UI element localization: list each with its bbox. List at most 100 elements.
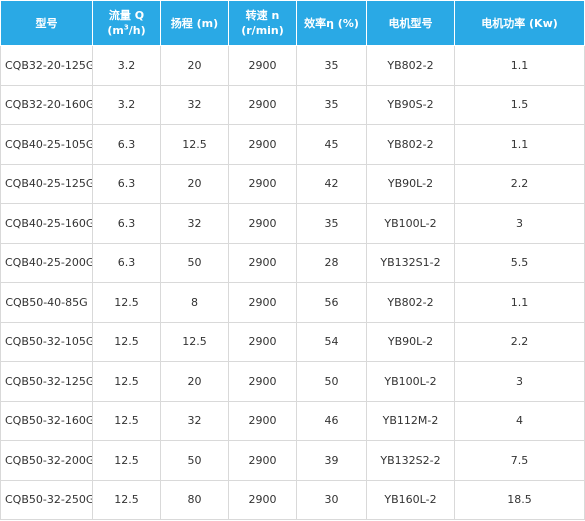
table-row: CQB40-25-160G 6.3 32 2900 35 YB100L-2 3 [0, 203, 585, 244]
cell-motor-model: YB160L-2 [366, 479, 455, 520]
header-row: 型号 流量 Q (m3/h) 扬程 (m) 转速 n (r/min) 效率η (… [0, 0, 585, 46]
cell-motor-power: 1.5 [454, 84, 585, 125]
cell-head: 32 [160, 400, 229, 441]
cell-efficiency: 56 [296, 282, 367, 323]
cell-flow: 6.3 [92, 163, 161, 204]
cell-flow: 12.5 [92, 321, 161, 362]
table-row: CQB50-32-125G 12.5 20 2900 50 YB100L-2 3 [0, 361, 585, 402]
cell-speed: 2900 [228, 479, 297, 520]
cell-flow: 6.3 [92, 203, 161, 244]
cell-model: CQB50-32-250G [0, 479, 93, 520]
cell-model: CQB40-25-160G [0, 203, 93, 244]
cell-motor-power: 1.1 [454, 45, 585, 86]
cell-motor-power: 3 [454, 203, 585, 244]
cell-speed: 2900 [228, 321, 297, 362]
cell-head: 12.5 [160, 321, 229, 362]
cell-head: 8 [160, 282, 229, 323]
cell-speed: 2900 [228, 361, 297, 402]
cell-motor-power: 2.2 [454, 321, 585, 362]
cell-efficiency: 39 [296, 440, 367, 481]
cell-motor-model: YB90L-2 [366, 321, 455, 362]
cell-model: CQB40-25-105G [0, 124, 93, 165]
cell-flow: 12.5 [92, 440, 161, 481]
table-row: CQB32-20-125G 3.2 20 2900 35 YB802-2 1.1 [0, 45, 585, 86]
cell-efficiency: 35 [296, 203, 367, 244]
cell-head: 80 [160, 479, 229, 520]
cell-motor-model: YB132S2-2 [366, 440, 455, 481]
cell-speed: 2900 [228, 45, 297, 86]
cell-motor-model: YB100L-2 [366, 203, 455, 244]
cell-model: CQB50-40-85G [0, 282, 93, 323]
cell-model: CQB50-32-160G [0, 400, 93, 441]
cell-motor-model: YB90S-2 [366, 84, 455, 125]
cell-efficiency: 45 [296, 124, 367, 165]
cell-speed: 2900 [228, 282, 297, 323]
table-row: CQB40-25-105G 6.3 12.5 2900 45 YB802-2 1.1 [0, 124, 585, 165]
cell-efficiency: 30 [296, 479, 367, 520]
cell-efficiency: 28 [296, 242, 367, 283]
header-model: 型号 [0, 0, 93, 46]
cell-model: CQB50-32-105G [0, 321, 93, 362]
cell-motor-model: YB132S1-2 [366, 242, 455, 283]
cell-speed: 2900 [228, 163, 297, 204]
cell-speed: 2900 [228, 242, 297, 283]
cell-motor-power: 3 [454, 361, 585, 402]
table-row: CQB50-32-250G 12.5 80 2900 30 YB160L-2 18.5 [0, 479, 585, 520]
table-row: CQB50-32-105G 12.5 12.5 2900 54 YB90L-2 2.2 [0, 321, 585, 362]
cell-model: CQB50-32-125G [0, 361, 93, 402]
cell-head: 50 [160, 440, 229, 481]
cell-motor-model: YB802-2 [366, 124, 455, 165]
cell-efficiency: 54 [296, 321, 367, 362]
cell-speed: 2900 [228, 124, 297, 165]
header-efficiency: 效率η (%) [296, 0, 367, 46]
cell-speed: 2900 [228, 400, 297, 441]
cell-motor-model: YB802-2 [366, 45, 455, 86]
cell-motor-power: 1.1 [454, 282, 585, 323]
cell-head: 20 [160, 361, 229, 402]
cell-head: 32 [160, 203, 229, 244]
cell-speed: 2900 [228, 84, 297, 125]
cell-flow: 12.5 [92, 479, 161, 520]
cell-model: CQB40-25-200G [0, 242, 93, 283]
cell-efficiency: 46 [296, 400, 367, 441]
cell-head: 20 [160, 45, 229, 86]
cell-flow: 6.3 [92, 124, 161, 165]
cell-motor-model: YB90L-2 [366, 163, 455, 204]
cell-motor-power: 2.2 [454, 163, 585, 204]
cell-motor-power: 5.5 [454, 242, 585, 283]
cell-head: 12.5 [160, 124, 229, 165]
table-row: CQB50-40-85G 12.5 8 2900 56 YB802-2 1.1 [0, 282, 585, 323]
cell-model: CQB40-25-125G [0, 163, 93, 204]
header-speed: 转速 n (r/min) [228, 0, 297, 46]
table-header: 型号 流量 Q (m3/h) 扬程 (m) 转速 n (r/min) 效率η (… [0, 0, 585, 46]
cell-motor-power: 4 [454, 400, 585, 441]
cell-motor-model: YB112M-2 [366, 400, 455, 441]
cell-head: 50 [160, 242, 229, 283]
cell-speed: 2900 [228, 440, 297, 481]
cell-efficiency: 35 [296, 45, 367, 86]
table-row: CQB40-25-200G 6.3 50 2900 28 YB132S1-2 5.5 [0, 242, 585, 283]
cell-flow: 12.5 [92, 282, 161, 323]
cell-efficiency: 42 [296, 163, 367, 204]
cell-motor-power: 18.5 [454, 479, 585, 520]
cell-efficiency: 50 [296, 361, 367, 402]
table-row: CQB32-20-160G 3.2 32 2900 35 YB90S-2 1.5 [0, 84, 585, 125]
header-motor-model: 电机型号 [366, 0, 455, 46]
header-head: 扬程 (m) [160, 0, 229, 46]
cell-motor-power: 1.1 [454, 124, 585, 165]
table-body: CQB32-20-125G 3.2 20 2900 35 YB802-2 1.1 CQB32-… [0, 45, 585, 520]
cell-flow: 3.2 [92, 84, 161, 125]
table-row: CQB40-25-125G 6.3 20 2900 42 YB90L-2 2.2 [0, 163, 585, 204]
table-row: CQB50-32-200G 12.5 50 2900 39 YB132S2-2 7.5 [0, 440, 585, 481]
cell-motor-model: YB100L-2 [366, 361, 455, 402]
header-flow: 流量 Q (m3/h) [92, 0, 161, 46]
cell-head: 32 [160, 84, 229, 125]
table-row: CQB50-32-160G 12.5 32 2900 46 YB112M-2 4 [0, 400, 585, 441]
cell-model: CQB32-20-160G [0, 84, 93, 125]
cell-flow: 3.2 [92, 45, 161, 86]
cell-model: CQB50-32-200G [0, 440, 93, 481]
cell-flow: 12.5 [92, 400, 161, 441]
cell-efficiency: 35 [296, 84, 367, 125]
cell-flow: 12.5 [92, 361, 161, 402]
